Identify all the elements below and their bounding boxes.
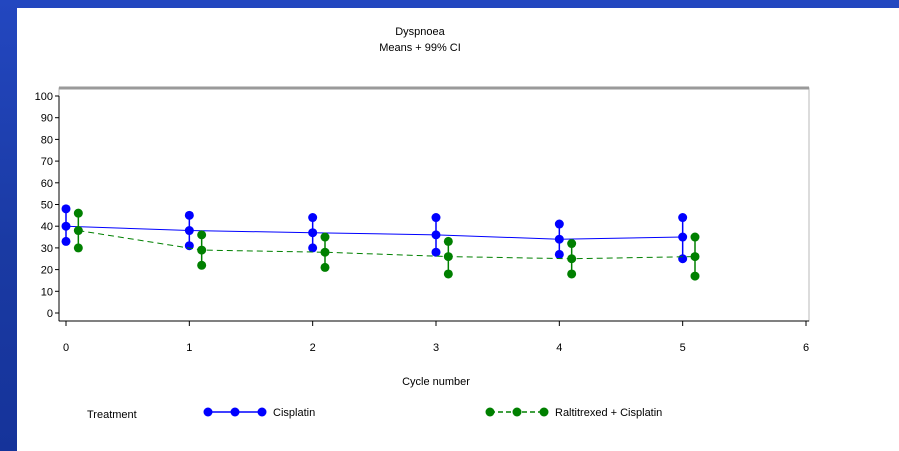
y-tick-label: 30 — [41, 243, 53, 255]
upper-ci-point — [308, 213, 318, 223]
lower-ci-point — [431, 247, 441, 257]
chart-title: Dyspnoea — [395, 26, 445, 38]
y-tick-label: 80 — [41, 134, 53, 146]
legend-marker — [485, 407, 495, 417]
x-axis: 0 1 2 3 4 5 6 — [59, 320, 809, 354]
legend-marker — [539, 407, 549, 417]
upper-ci-point — [690, 232, 700, 242]
lower-ci-point — [443, 269, 453, 279]
lower-ci-point — [61, 236, 71, 246]
legend-marker — [512, 407, 522, 417]
x-tick-label: 4 — [556, 342, 562, 354]
lower-ci-point — [690, 271, 700, 281]
y-tick-label: 40 — [41, 221, 53, 233]
y-tick-label: 0 — [47, 308, 53, 320]
legend-item-1: Raltitrexed + Cisplatin — [485, 407, 662, 419]
y-tick-label: 20 — [41, 265, 53, 277]
lower-ci-point — [73, 243, 83, 253]
mean-point — [184, 226, 194, 236]
legend-title: Treatment — [87, 409, 137, 421]
lower-ci-point — [308, 243, 318, 253]
lower-ci-point — [678, 254, 688, 264]
mean-point — [308, 228, 318, 238]
legend-marker — [203, 407, 213, 417]
y-tick-label: 100 — [35, 91, 53, 103]
lower-ci-point — [554, 249, 564, 259]
legend-items: Cisplatin Raltitrexed + Cisplatin — [203, 407, 662, 419]
y-tick-label: 60 — [41, 178, 53, 190]
mean-point — [197, 245, 207, 255]
mean-point — [678, 232, 688, 242]
mean-point — [690, 252, 700, 262]
legend-marker — [230, 407, 240, 417]
upper-ci-point — [184, 210, 194, 220]
lower-ci-point — [320, 262, 330, 272]
mean-point — [73, 226, 83, 236]
y-tick-label: 50 — [41, 200, 53, 212]
lower-ci-point — [567, 269, 577, 279]
upper-ci-point — [320, 232, 330, 242]
x-tick-label: 3 — [433, 342, 439, 354]
y-axis: 0 10 20 30 40 50 60 70 80 90 100 — [35, 91, 60, 321]
upper-ci-point — [678, 213, 688, 223]
x-tick-label: 2 — [310, 342, 316, 354]
upper-ci-point — [73, 208, 83, 218]
legend-label: Cisplatin — [273, 407, 315, 419]
y-tick-label: 10 — [41, 286, 53, 298]
upper-ci-point — [197, 230, 207, 240]
y-tick-label: 90 — [41, 113, 53, 125]
y-tick-label: 70 — [41, 156, 53, 168]
mean-point — [61, 221, 71, 231]
mean-point — [431, 230, 441, 240]
series-line — [65, 225, 683, 240]
chart-subtitle: Means + 99% CI — [379, 42, 461, 54]
x-axis-label: Cycle number — [402, 376, 470, 388]
legend-item-0: Cisplatin — [203, 407, 315, 419]
x-tick-label: 5 — [680, 342, 686, 354]
upper-ci-point — [443, 236, 453, 246]
legend-label: Raltitrexed + Cisplatin — [555, 407, 662, 419]
x-tick-label: 1 — [186, 342, 192, 354]
upper-ci-point — [431, 213, 441, 223]
series-0 — [61, 204, 688, 264]
legend: Treatment Cisplatin Raltitrexed + Cisplat… — [87, 407, 662, 421]
legend-marker — [257, 407, 267, 417]
mean-point — [554, 234, 564, 244]
lower-ci-point — [197, 260, 207, 270]
series-1 — [73, 208, 700, 281]
upper-ci-point — [567, 239, 577, 249]
series-line — [78, 230, 696, 260]
mean-point — [320, 247, 330, 257]
x-tick-label: 6 — [803, 342, 809, 354]
upper-ci-point — [554, 219, 564, 229]
x-tick-label: 0 — [63, 342, 69, 354]
series-layer — [61, 204, 700, 281]
mean-point — [567, 254, 577, 264]
mean-point — [443, 252, 453, 262]
plot-area — [58, 87, 810, 322]
upper-ci-point — [61, 204, 71, 214]
